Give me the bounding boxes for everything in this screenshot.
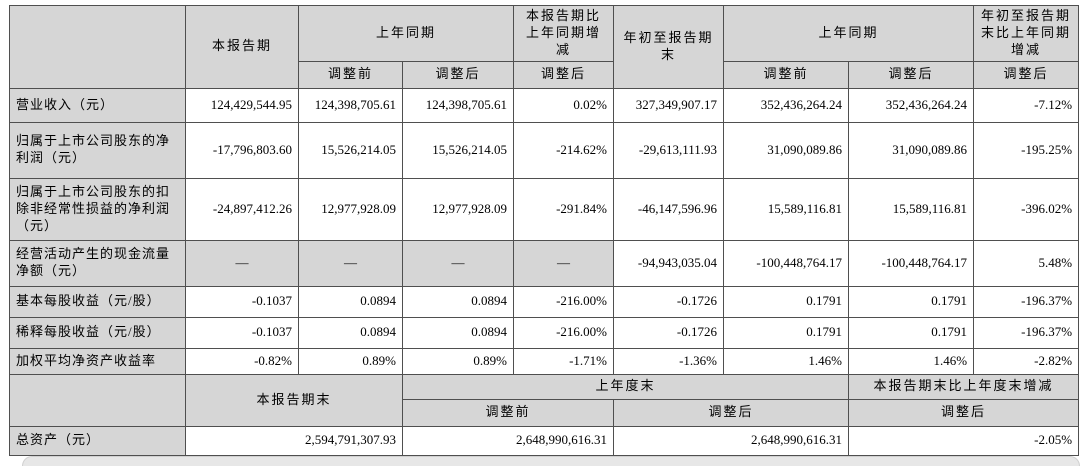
cell: 15,526,214.05 (401, 121, 515, 179)
cell: -1.71% (513, 347, 615, 375)
cell: 0.1791 (848, 316, 975, 349)
cell: -0.82% (185, 347, 299, 375)
cell: -94,943,035.04 (613, 239, 725, 287)
cell: — (185, 239, 299, 287)
cell: — (298, 239, 403, 287)
table-row: 加权平均净资产收益率 -0.82% 0.89% 0.89% -1.71% -1.… (9, 347, 1080, 375)
cell: 0.89% (298, 347, 403, 375)
cell: -100,448,764.17 (723, 239, 850, 287)
cell: 327,349,907.17 (613, 87, 725, 123)
cell: 0.0894 (298, 316, 403, 349)
cell: 2,594,791,307.93 (185, 425, 403, 456)
cell: 352,436,264.24 (723, 87, 850, 123)
cell: 15,589,116.81 (723, 177, 850, 241)
cell: -196.37% (973, 285, 1080, 318)
corner-cell (9, 5, 186, 89)
cell: -17,796,803.60 (185, 121, 299, 179)
cell: 1.46% (848, 347, 975, 375)
header-ytd-change: 年初至报告期末比上年同期增减 (973, 5, 1080, 62)
cell: -0.1037 (185, 316, 299, 349)
row-label: 基本每股收益（元/股） (9, 285, 186, 318)
cell: -216.00% (513, 316, 615, 349)
cell: -2.05% (848, 425, 1080, 456)
cell: -195.25% (973, 121, 1080, 179)
cell: — (513, 239, 615, 287)
table-row: 营业收入（元） 124,429,544.95 124,398,705.61 12… (9, 87, 1080, 123)
cell: -396.02% (973, 177, 1080, 241)
cell: 0.0894 (298, 285, 403, 318)
cell: 0.1791 (723, 316, 850, 349)
bottom-card-edge (22, 456, 1080, 466)
cell: -214.62% (513, 121, 615, 179)
cell: 124,398,705.61 (298, 87, 403, 123)
row-label: 稀释每股收益（元/股） (9, 316, 186, 349)
cell: -24,897,412.26 (185, 177, 299, 241)
row-label: 归属于上市公司股东的净利润（元） (9, 121, 186, 179)
cell: -29,613,111.93 (613, 121, 725, 179)
header-pre-adjustment: 调整前 (401, 398, 615, 427)
cell: — (401, 239, 515, 287)
table-row: 归属于上市公司股东的扣除非经常性损益的净利润（元） -24,897,412.26… (9, 177, 1080, 241)
cell: 352,436,264.24 (848, 87, 975, 123)
cell: 0.89% (401, 347, 515, 375)
cell: -46,147,596.96 (613, 177, 725, 241)
cell: 0.1791 (848, 285, 975, 318)
cell: -7.12% (973, 87, 1080, 123)
cell: 124,429,544.95 (185, 87, 299, 123)
header-pre-adjustment: 调整前 (723, 60, 850, 89)
header-current-period: 本报告期 (185, 5, 299, 89)
cell: 15,589,116.81 (848, 177, 975, 241)
table-row: 基本每股收益（元/股） -0.1037 0.0894 0.0894 -216.0… (9, 285, 1080, 318)
cell: -0.1037 (185, 285, 299, 318)
cell: 2,648,990,616.31 (613, 425, 850, 456)
cell: 5.48% (973, 239, 1080, 287)
cell: 0.0894 (401, 316, 515, 349)
header-current-period-end: 本报告期末 (185, 373, 403, 427)
row-label: 归属于上市公司股东的扣除非经常性损益的净利润（元） (9, 177, 186, 241)
header-pre-adjustment: 调整前 (298, 60, 403, 89)
cell: -196.37% (973, 316, 1080, 349)
header-post-adjustment: 调整后 (513, 60, 615, 89)
cell: 12,977,928.09 (401, 177, 515, 241)
row-label: 经营活动产生的现金流量净额（元） (9, 239, 186, 287)
cell: 31,090,089.86 (848, 121, 975, 179)
header-prior-same-period-ytd: 上年同期 (723, 5, 975, 62)
header-post-adjustment: 调整后 (401, 60, 515, 89)
cell: 12,977,928.09 (298, 177, 403, 241)
cell: -0.1726 (613, 316, 725, 349)
cell: 2,648,990,616.31 (401, 425, 615, 456)
cell: 0.1791 (723, 285, 850, 318)
cell: -0.1726 (613, 285, 725, 318)
header-ytd-end: 年初至报告期末 (613, 5, 725, 89)
cell: -1.36% (613, 347, 725, 375)
header-qoq-change: 本报告期比上年同期增减 (513, 5, 615, 62)
cell: 1.46% (723, 347, 850, 375)
cell: -2.82% (973, 347, 1080, 375)
header-end-change: 本报告期末比上年度末增减 (848, 373, 1080, 400)
header-post-adjustment: 调整后 (848, 398, 1080, 427)
cell: 0.0894 (401, 285, 515, 318)
financial-summary-table: 本报告期 上年同期 本报告期比上年同期增减 年初至报告期末 上年同期 年初至报告… (9, 5, 1080, 456)
row-label: 总资产（元） (9, 425, 186, 456)
header-post-adjustment: 调整后 (848, 60, 975, 89)
header-post-adjustment: 调整后 (613, 398, 850, 427)
cell: -216.00% (513, 285, 615, 318)
row-label: 营业收入（元） (9, 87, 186, 123)
table-row: 经营活动产生的现金流量净额（元） — — — — -94,943,035.04 … (9, 239, 1080, 287)
cell: -291.84% (513, 177, 615, 241)
table-row: 总资产（元） 2,594,791,307.93 2,648,990,616.31… (9, 425, 1080, 456)
cell: -100,448,764.17 (848, 239, 975, 287)
row-label: 加权平均净资产收益率 (9, 347, 186, 375)
cell: 31,090,089.86 (723, 121, 850, 179)
cell: 0.02% (513, 87, 615, 123)
corner-cell-bottom (9, 373, 186, 427)
table-row: 归属于上市公司股东的净利润（元） -17,796,803.60 15,526,2… (9, 121, 1080, 179)
table-row: 稀释每股收益（元/股） -0.1037 0.0894 0.0894 -216.0… (9, 316, 1080, 349)
header-prior-same-period: 上年同期 (297, 5, 515, 62)
cell: 15,526,214.05 (298, 121, 403, 179)
header-post-adjustment: 调整后 (973, 60, 1080, 89)
cell: 124,398,705.61 (401, 87, 515, 123)
header-prior-year-end: 上年度末 (401, 373, 850, 400)
